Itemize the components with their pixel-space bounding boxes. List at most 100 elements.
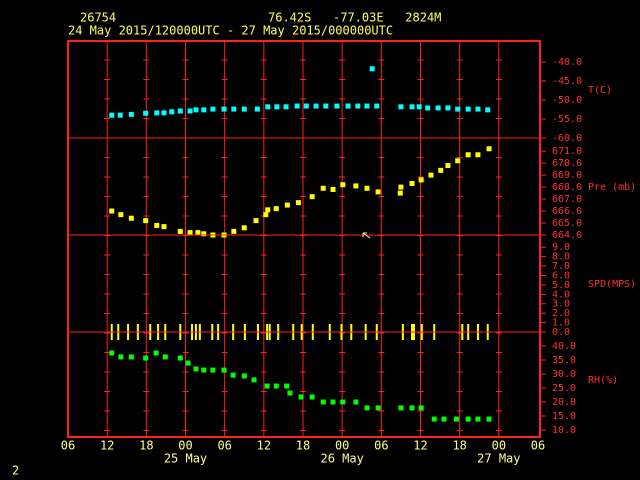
point [355,103,361,109]
point [251,377,257,383]
x-tick-label: 06 [531,439,545,453]
y-axis-label: SPD(MPS) [588,279,636,290]
date-label: 27 May [477,452,520,466]
point [303,103,309,109]
frame [67,40,541,438]
point [465,416,471,422]
y-tick-label: -40.0 [552,57,582,68]
point [161,110,167,116]
plot: 06 12 18 00 06 12 18 00 06 12 18 00 06 25 May 26 May 27… [61,42,636,466]
period: 24 May 2015/120000UTC - 27 May 2015/0000… [68,24,393,38]
y-tick-label: 30.0 [552,369,576,380]
point [128,111,134,117]
point [284,202,290,208]
point [193,107,199,113]
point [375,189,381,195]
point [221,106,227,112]
point [201,367,207,373]
point [398,184,404,190]
point [187,230,193,236]
point [416,104,422,110]
x-tick-label: 06 [61,439,75,453]
point [263,212,269,218]
point [397,190,403,196]
point [475,106,481,112]
point [273,206,279,212]
point [425,105,431,111]
y-tick-label: 6.0 [552,270,570,281]
y-tick-label: 15.0 [552,411,576,422]
point [231,228,237,234]
point [117,112,123,118]
cursor [362,232,371,239]
point [284,383,290,389]
y-tick-label: 2.0 [552,308,570,319]
point [409,405,415,411]
point [431,416,437,422]
point [320,399,326,405]
point [364,405,370,411]
point [364,185,370,191]
x-tick-label: 00 [335,439,349,453]
point [353,399,359,405]
point [143,110,149,116]
point [323,103,329,109]
point [334,103,340,109]
point [201,231,207,237]
date-label: 25 May [164,452,207,466]
x-tick-label: 12 [257,439,271,453]
point [364,103,370,109]
point [221,367,227,373]
point [154,222,160,228]
point [161,224,167,230]
point [486,146,492,152]
point [340,399,346,405]
y-tick-label: 20.0 [552,397,576,408]
y-axis-label: Pre (mb) [588,182,636,193]
point [128,354,134,360]
point [177,228,183,234]
point [374,103,380,109]
point [264,383,270,389]
point [274,104,280,110]
point [330,399,336,405]
point [162,354,168,360]
point [195,230,201,236]
point [273,383,279,389]
point [409,181,415,187]
point [109,112,115,118]
point [475,416,481,422]
point [254,106,260,112]
point [153,350,159,356]
y-tick-label: 671.0 [552,146,582,157]
point [409,104,415,110]
point [345,103,351,109]
y-tick-label: 1.0 [552,318,570,329]
y-tick-label: 40.0 [552,341,576,352]
point [143,355,149,361]
point [118,354,124,360]
y-tick-label: 5.0 [552,280,570,291]
point [418,405,424,411]
point [241,225,247,231]
point [230,372,236,378]
point [253,218,259,224]
y-tick-label: 9.0 [552,242,570,253]
point [330,186,336,192]
point [287,390,293,396]
x-tick-label: 12 [413,439,427,453]
y-tick-label: 3.0 [552,299,570,310]
point [428,172,434,178]
point [109,350,115,356]
page-number: 2 [12,464,19,478]
point [465,152,471,158]
point [445,163,451,169]
point [128,215,134,221]
point [455,106,461,112]
y-tick-label: 25.0 [552,383,576,394]
point [475,152,481,158]
y-tick-label: 670.0 [552,158,582,169]
point [231,106,237,112]
point [309,394,315,400]
